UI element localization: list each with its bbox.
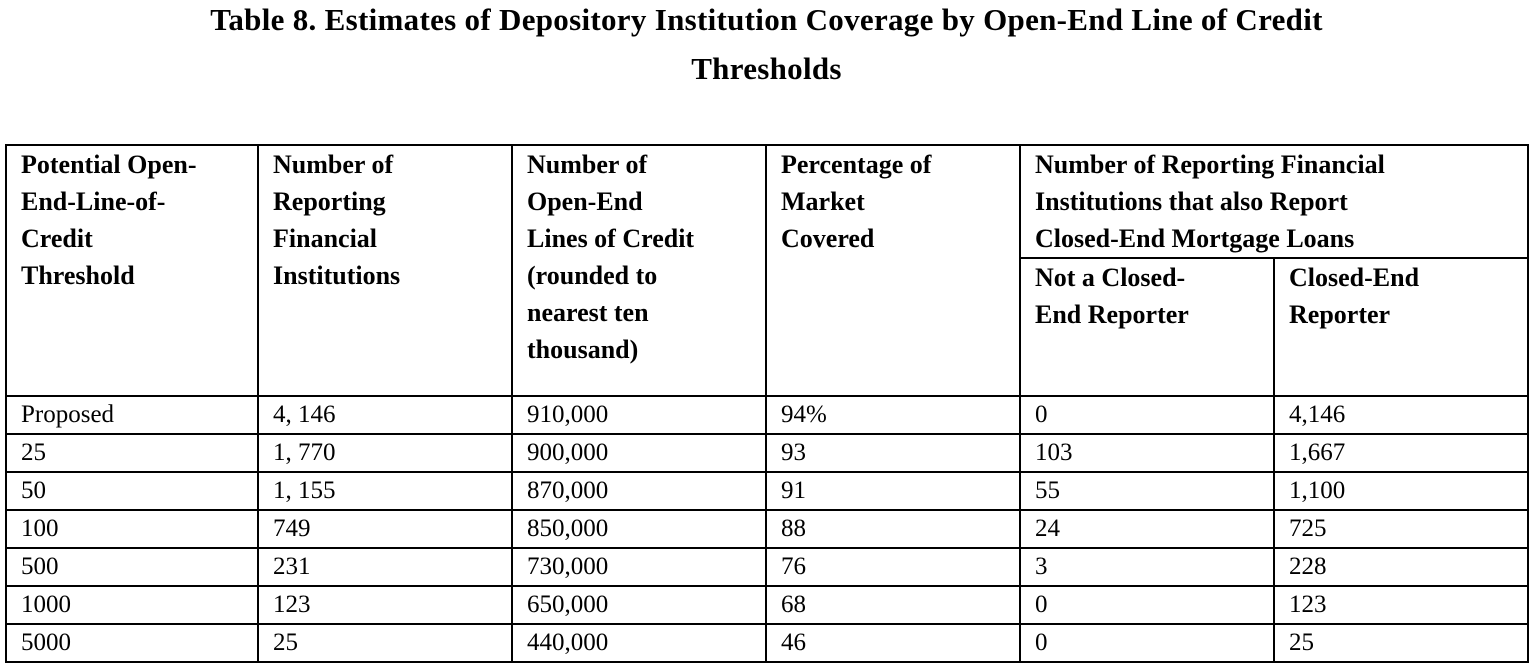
header-institutions-line: Number of <box>273 150 394 179</box>
cell-lines: 650,000 <box>511 585 767 625</box>
cell-market: 94% <box>765 395 1021 435</box>
cell-closed-end: 1,667 <box>1272 433 1530 473</box>
cell-market: 88 <box>765 509 1021 549</box>
cell-lines: 910,000 <box>511 395 767 435</box>
cell-market: 93 <box>765 433 1021 473</box>
cell-closed-end: 4,146 <box>1272 395 1530 435</box>
cell-closed-end: 228 <box>1272 547 1530 587</box>
header-lines-line: Open-End <box>527 187 643 216</box>
cell-threshold: 1000 <box>5 585 259 625</box>
cell-not-closed-end: 55 <box>1019 471 1275 511</box>
table-row: 100 749 850,000 88 24 725 <box>5 509 1530 549</box>
table-row: 1000 123 650,000 68 0 123 <box>5 585 1530 625</box>
header-lines-line: Lines of Credit <box>527 224 695 253</box>
header-institutions-line: Institutions <box>273 261 401 290</box>
header-market-covered: Percentage of Market Covered <box>765 144 1021 397</box>
cell-institutions: 1, 770 <box>257 433 513 473</box>
cell-institutions: 231 <box>257 547 513 587</box>
cell-not-closed-end: 103 <box>1019 433 1275 473</box>
cell-lines: 900,000 <box>511 433 767 473</box>
header-closed-line: Closed-End <box>1289 263 1420 292</box>
header-closed-end-group: Number of Reporting Financial Institutio… <box>1018 144 1530 259</box>
table-row: 25 1, 770 900,000 93 103 1,667 <box>5 433 1530 473</box>
cell-institutions: 123 <box>257 585 513 625</box>
header-not-closed-line: Not a Closed- <box>1035 263 1186 292</box>
header-market-line: Covered <box>781 224 875 253</box>
header-threshold-line: Threshold <box>21 261 135 290</box>
table-title-line-1: Table 8. Estimates of Depository Institu… <box>210 2 1323 37</box>
cell-lines: 730,000 <box>511 547 767 587</box>
table-row: 500 231 730,000 76 3 228 <box>5 547 1530 587</box>
cell-threshold: 5000 <box>5 623 259 663</box>
cell-threshold: Proposed <box>5 395 259 435</box>
header-threshold-line: Potential Open- <box>21 150 197 179</box>
coverage-table: Potential Open- End-Line-of- Credit Thre… <box>5 144 1530 663</box>
header-closed-line: Reporter <box>1289 300 1391 329</box>
header-threshold: Potential Open- End-Line-of- Credit Thre… <box>5 144 259 397</box>
cell-market: 91 <box>765 471 1021 511</box>
cell-market: 46 <box>765 623 1021 663</box>
header-threshold-line: Credit <box>21 224 93 253</box>
cell-lines: 870,000 <box>511 471 767 511</box>
header-lines-line: nearest ten <box>527 298 649 327</box>
cell-not-closed-end: 3 <box>1019 547 1275 587</box>
table-row: Proposed 4, 146 910,000 94% 0 4,146 <box>5 395 1530 435</box>
header-not-closed-end: Not a Closed- End Reporter <box>1019 257 1275 397</box>
cell-threshold: 100 <box>5 509 259 549</box>
table-row: 50 1, 155 870,000 91 55 1,100 <box>5 471 1530 511</box>
table-row: 5000 25 440,000 46 0 25 <box>5 623 1530 663</box>
cell-market: 68 <box>765 585 1021 625</box>
table-title: Table 8. Estimates of Depository Institu… <box>0 0 1533 92</box>
cell-not-closed-end: 0 <box>1019 585 1275 625</box>
cell-not-closed-end: 24 <box>1019 509 1275 549</box>
cell-closed-end: 1,100 <box>1272 471 1530 511</box>
cell-lines: 440,000 <box>511 623 767 663</box>
header-group-line: Closed-End Mortgage Loans <box>1035 224 1355 253</box>
cell-threshold: 500 <box>5 547 259 587</box>
header-group-line: Number of Reporting Financial <box>1035 150 1385 179</box>
header-closed-end: Closed-End Reporter <box>1272 257 1530 397</box>
cell-institutions: 4, 146 <box>257 395 513 435</box>
cell-lines: 850,000 <box>511 509 767 549</box>
cell-market: 76 <box>765 547 1021 587</box>
header-not-closed-line: End Reporter <box>1035 300 1189 329</box>
cell-threshold: 25 <box>5 433 259 473</box>
cell-threshold: 50 <box>5 471 259 511</box>
cell-institutions: 1, 155 <box>257 471 513 511</box>
header-group-line: Institutions that also Report <box>1035 187 1348 216</box>
table-title-line-2: Thresholds <box>691 51 842 86</box>
cell-institutions: 749 <box>257 509 513 549</box>
cell-closed-end: 123 <box>1272 585 1530 625</box>
header-lines-of-credit: Number of Open-End Lines of Credit (roun… <box>511 144 767 397</box>
header-institutions-line: Reporting <box>273 187 386 216</box>
cell-closed-end: 25 <box>1272 623 1530 663</box>
header-lines-line: thousand) <box>527 335 639 364</box>
header-institutions-line: Financial <box>273 224 378 253</box>
header-threshold-line: End-Line-of- <box>21 187 166 216</box>
header-institutions: Number of Reporting Financial Institutio… <box>257 144 513 397</box>
header-market-line: Market <box>781 187 865 216</box>
header-market-line: Percentage of <box>781 150 932 179</box>
cell-institutions: 25 <box>257 623 513 663</box>
header-lines-line: (rounded to <box>527 261 658 290</box>
header-lines-line: Number of <box>527 150 648 179</box>
cell-not-closed-end: 0 <box>1019 395 1275 435</box>
cell-closed-end: 725 <box>1272 509 1530 549</box>
cell-not-closed-end: 0 <box>1019 623 1275 663</box>
